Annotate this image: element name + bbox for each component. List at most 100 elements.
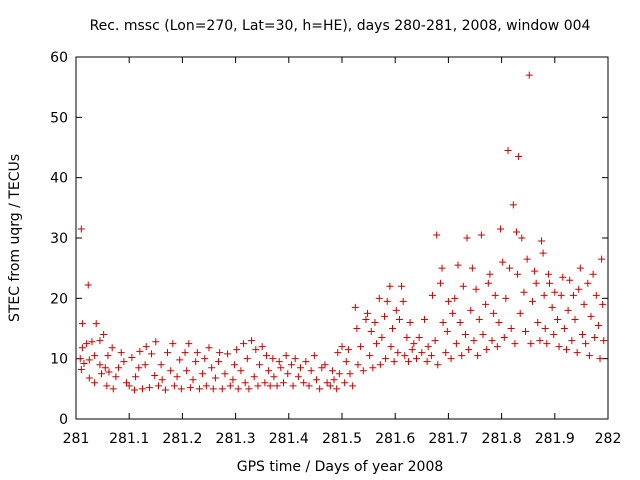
data-point	[101, 364, 109, 372]
data-point	[423, 358, 431, 366]
data-point	[291, 355, 299, 363]
data-point	[186, 384, 194, 392]
data-point	[585, 352, 593, 360]
data-point	[167, 367, 175, 375]
x-axis: 281 281.1 281.2 281.3 281.4 281.5 281.6 281.7 28…	[63, 57, 621, 447]
data-point	[459, 282, 467, 290]
data-point	[439, 318, 447, 326]
data-point	[307, 367, 315, 375]
x-tick-label: 281.1	[109, 431, 149, 447]
data-point	[518, 234, 526, 242]
data-point	[334, 349, 342, 357]
data-point	[261, 379, 269, 387]
data-point	[509, 201, 517, 209]
data-point	[289, 382, 297, 390]
data-point	[234, 385, 242, 393]
data-point	[362, 315, 370, 323]
data-point	[557, 291, 565, 299]
data-point	[287, 361, 295, 369]
data-point	[539, 249, 547, 257]
data-point	[154, 382, 162, 390]
data-point	[532, 279, 540, 287]
data-point	[486, 270, 494, 278]
data-point	[502, 294, 510, 302]
data-point	[193, 349, 201, 357]
data-point	[176, 356, 184, 364]
data-point	[452, 340, 460, 348]
data-point	[367, 328, 375, 336]
data-point	[310, 352, 318, 360]
data-point	[406, 318, 414, 326]
data-point	[544, 270, 552, 278]
data-point	[560, 325, 568, 332]
data-point	[392, 306, 400, 314]
data-point	[576, 264, 584, 272]
data-point	[78, 320, 86, 328]
data-point	[85, 356, 93, 364]
data-point	[531, 267, 539, 275]
data-point	[553, 315, 561, 323]
data-point	[117, 349, 125, 357]
data-point	[401, 352, 409, 360]
data-point	[515, 153, 523, 161]
data-point	[338, 343, 346, 351]
data-point	[258, 343, 266, 351]
data-point	[108, 344, 116, 352]
data-point	[364, 309, 372, 317]
data-point	[470, 337, 478, 345]
data-point	[591, 334, 599, 342]
data-point	[158, 376, 166, 384]
data-point	[433, 231, 441, 239]
data-point	[183, 367, 191, 375]
data-point	[96, 361, 104, 369]
data-point	[96, 337, 104, 345]
data-point	[252, 346, 260, 354]
data-point	[582, 340, 590, 348]
data-point	[484, 279, 492, 287]
data-point	[551, 288, 559, 296]
data-point	[77, 366, 85, 374]
x-axis-label: GPS time / Days of year 2008	[237, 459, 444, 475]
data-point	[369, 364, 377, 372]
data-point	[408, 346, 416, 354]
data-point	[482, 300, 490, 308]
data-point	[181, 349, 189, 357]
data-point	[241, 379, 249, 387]
data-point	[330, 376, 338, 384]
data-point	[536, 337, 544, 345]
data-point	[294, 373, 302, 381]
data-point	[218, 385, 226, 393]
data-point	[173, 373, 181, 381]
data-point	[395, 315, 403, 323]
data-point	[342, 358, 350, 366]
data-point	[321, 361, 329, 369]
x-tick-label: 281.5	[322, 431, 362, 447]
data-point	[312, 376, 320, 384]
data-point	[598, 255, 606, 263]
data-point	[104, 352, 112, 360]
data-point	[208, 364, 216, 372]
data-point	[333, 385, 341, 393]
data-point	[256, 361, 264, 369]
data-point	[318, 364, 326, 372]
data-point	[520, 288, 528, 296]
data-point	[201, 355, 209, 363]
data-point	[240, 340, 248, 348]
data-point	[351, 303, 359, 311]
plot-frame	[75, 56, 609, 420]
data-point	[161, 386, 169, 394]
data-point	[302, 358, 310, 366]
data-point	[412, 355, 420, 363]
data-point	[229, 376, 237, 384]
data-point	[145, 384, 153, 392]
data-point	[139, 385, 146, 393]
data-point	[540, 291, 548, 299]
data-point	[383, 297, 391, 305]
data-point	[354, 361, 362, 369]
data-point	[91, 379, 99, 387]
data-point	[472, 285, 480, 293]
data-point	[148, 350, 156, 358]
data-point	[100, 331, 108, 339]
x-tick-label: 281.6	[375, 431, 415, 447]
data-points	[76, 71, 608, 394]
